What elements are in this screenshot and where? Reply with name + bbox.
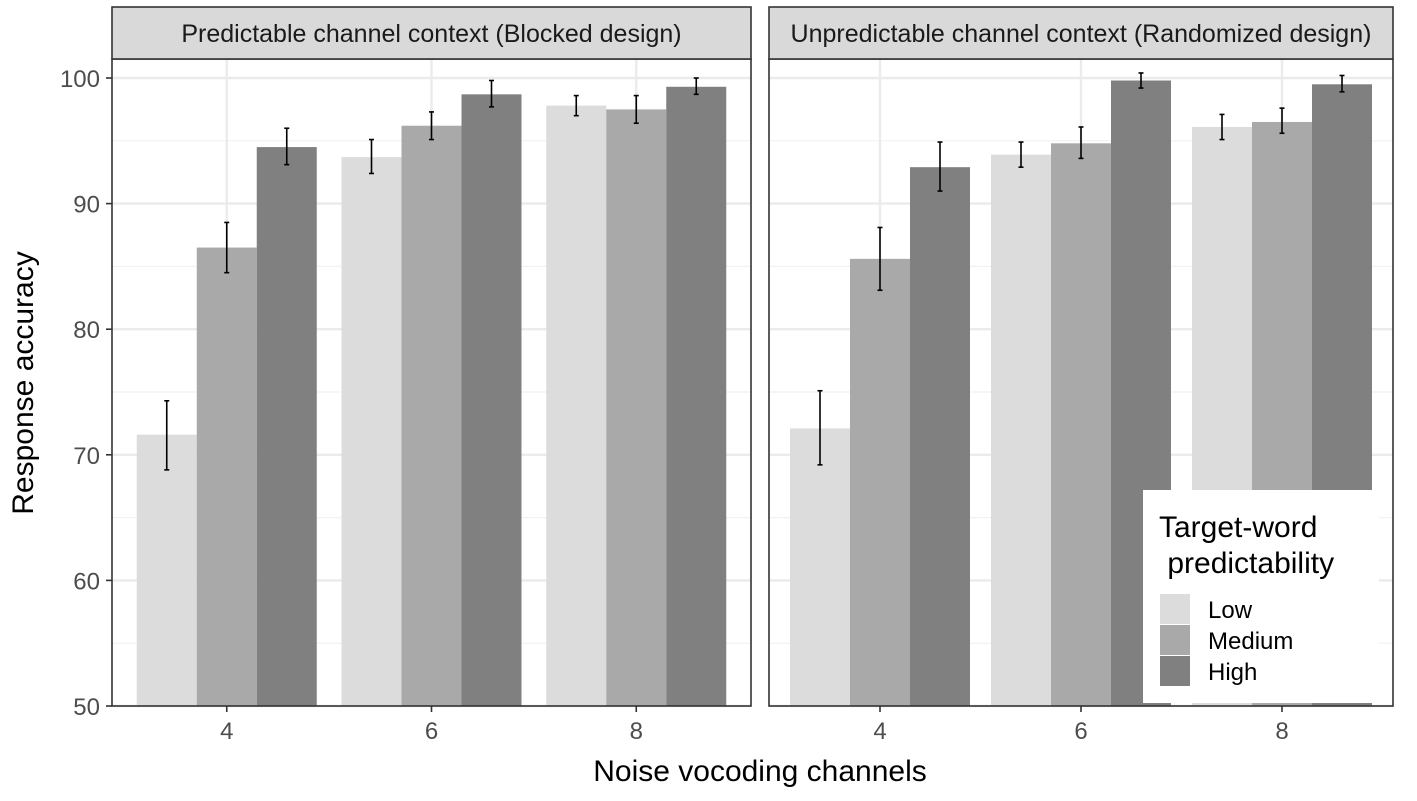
bar-medium-6 [401,125,462,706]
x-tick-label: 6 [1074,718,1087,745]
legend-key-low [1160,594,1190,624]
y-axis-title: Response accuracy [7,251,40,514]
y-tick-label: 90 [73,192,100,219]
legend-title-line-2: predictability [1159,547,1334,580]
panel-strip [768,6,1394,60]
bar-high-8 [666,86,727,707]
y-tick-label: 50 [73,694,100,721]
bar-low-4 [136,434,197,706]
panel-strip-title: Unpredictable channel context (Randomize… [791,20,1372,48]
x-tick-label: 4 [220,718,233,745]
y-tick-label: 100 [60,66,100,93]
legend: Target-word predictability Low Medium High [1143,490,1379,703]
bar-medium-4 [196,247,257,706]
legend-key-medium [1160,625,1190,655]
x-tick-label: 4 [873,718,886,745]
y-tick-label: 80 [73,317,100,344]
bar-low-6 [991,154,1051,707]
legend-label-high: High [1208,659,1257,686]
bar-low-4 [790,428,850,706]
panel-1: Predictable channel context (Blocked des… [111,6,752,745]
bar-high-4 [256,147,317,706]
x-axis-title: Noise vocoding channels [593,755,927,788]
panel-strip [111,6,752,60]
bar-low-8 [546,105,607,706]
bar-low-6 [341,157,402,707]
bar-medium-8 [606,109,667,706]
bar-high-6 [461,94,522,706]
legend-title-line-1: Target-word [1159,511,1317,544]
x-tick-label: 6 [425,718,438,745]
y-tick-label: 70 [73,443,100,470]
x-tick-label: 8 [1275,718,1288,745]
x-tick-label: 8 [630,718,643,745]
bar-medium-4 [850,258,910,706]
bar-high-4 [910,167,970,706]
y-tick-label: 60 [73,568,100,595]
legend-key-high [1160,656,1190,686]
panel-strip-title: Predictable channel context (Blocked des… [181,20,681,48]
legend-label-low: Low [1208,597,1253,624]
bar-medium-6 [1051,143,1111,706]
legend-label-medium: Medium [1208,628,1293,655]
